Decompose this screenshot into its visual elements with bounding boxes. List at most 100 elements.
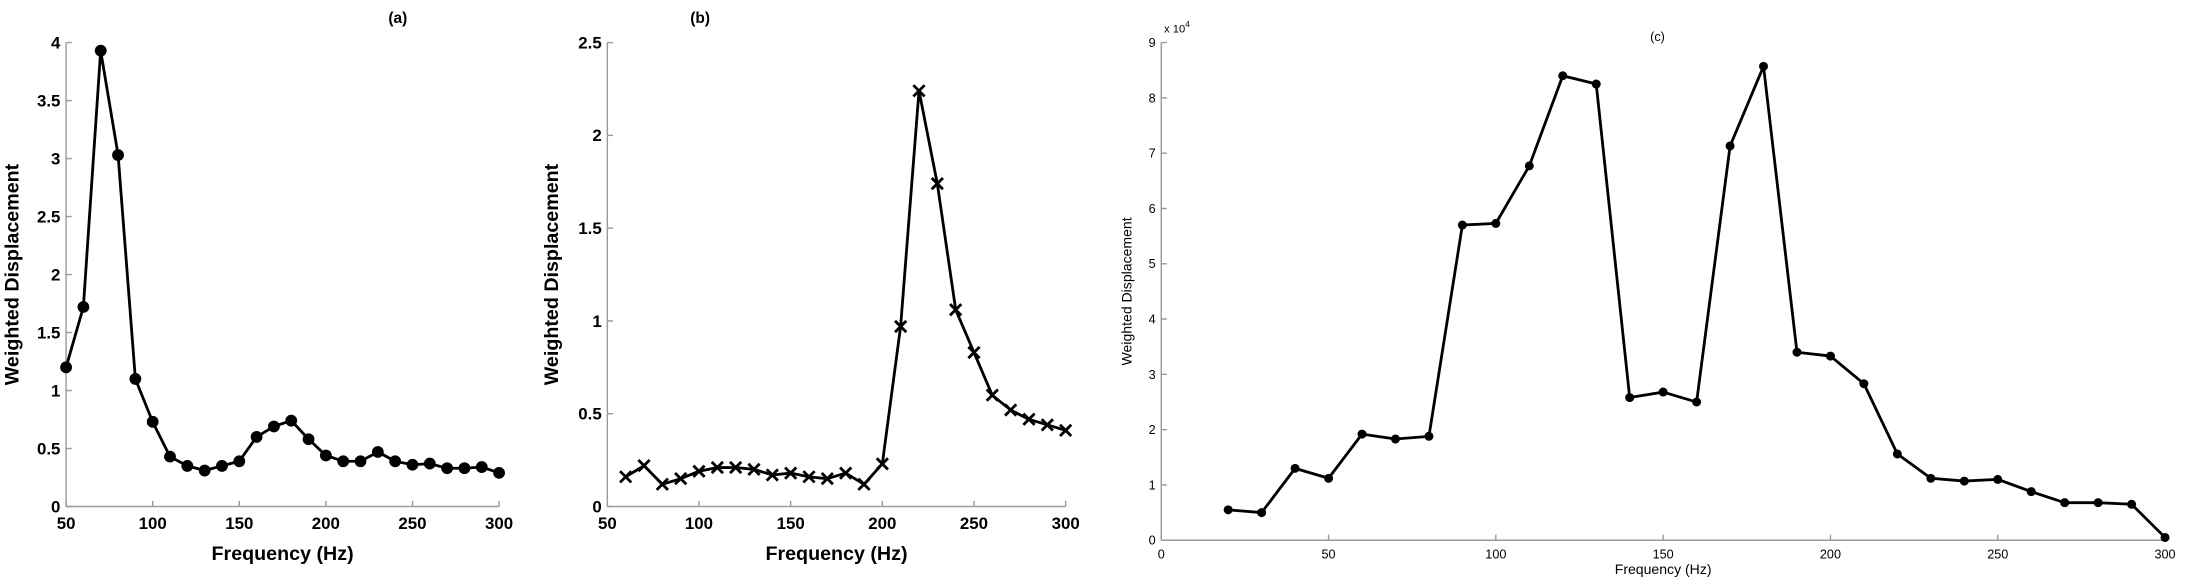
- data-point: [319, 449, 332, 462]
- x-tick-label: 50: [1322, 548, 1336, 562]
- subplot-a: 0 0.5 1 1.5 2 2.5 3 3.5 4 50 100 150 200 250 300 (a) Fre…: [1, 10, 513, 565]
- data-point-x-marker: [747, 462, 761, 477]
- x-tick-label: 0: [1158, 548, 1165, 562]
- data-point: [181, 460, 194, 472]
- marker-stroke: [949, 303, 963, 317]
- data-point: [2093, 498, 2103, 508]
- y-tick-label: 1.5: [578, 219, 601, 238]
- y-tick-label: 1.5: [37, 323, 60, 342]
- marker-stroke: [747, 462, 761, 477]
- data-point-x-marker: [967, 345, 981, 360]
- x-axis-label: Frequency (Hz): [212, 543, 354, 565]
- data-point: [1692, 397, 1702, 407]
- y-axis-label: Weighted Displacement: [541, 163, 563, 385]
- x-tick-label: 150: [225, 514, 253, 533]
- series-line: [64, 49, 500, 475]
- x-tick-label: 50: [598, 514, 617, 533]
- data-point-x-marker: [729, 460, 743, 475]
- y-tick-label: 8: [1149, 91, 1156, 105]
- data-point: [112, 149, 124, 161]
- data-point: [285, 414, 298, 427]
- data-point: [1959, 476, 1969, 486]
- data-point: [94, 44, 107, 57]
- data-point: [1558, 71, 1568, 81]
- data-point: [198, 464, 211, 477]
- y-tick-label: 1: [592, 312, 601, 331]
- y-multiplier-base: x 10: [1164, 24, 1185, 36]
- y-tick-label: 0.5: [578, 405, 601, 424]
- data-point-x-marker: [637, 459, 651, 473]
- data-point: [337, 455, 350, 468]
- data-point-x-marker: [839, 466, 853, 480]
- y-tick-label: 2: [51, 265, 60, 284]
- data-point: [423, 457, 436, 470]
- x-axis-label: Frequency (Hz): [1615, 561, 1712, 577]
- marker-stroke: [784, 466, 798, 480]
- marker-stroke: [820, 472, 834, 486]
- data-point-x-marker: [1059, 423, 1073, 438]
- data-point: [1357, 429, 1367, 439]
- marker-stroke: [912, 84, 926, 98]
- y-tick-label: 3: [51, 149, 60, 168]
- x-tick-label: 150: [777, 514, 805, 533]
- x-tick-label: 250: [398, 514, 426, 533]
- data-point-x-marker: [1004, 403, 1018, 417]
- data-point: [1658, 387, 1668, 397]
- y-tick-label: 2: [592, 126, 601, 145]
- x-tick-label: 150: [1653, 548, 1674, 562]
- marker-stroke: [765, 468, 779, 482]
- data-point: [1625, 393, 1635, 403]
- marker-stroke: [875, 457, 889, 471]
- data-point: [233, 455, 246, 468]
- x-tick-label: 300: [1052, 514, 1080, 533]
- data-point: [1457, 220, 1467, 230]
- data-point: [1257, 508, 1267, 518]
- y-multiplier-exponent: 4: [1185, 19, 1190, 29]
- x-tick-label: 200: [1820, 548, 1841, 562]
- data-point-x-marker: [692, 464, 706, 478]
- data-point: [2026, 487, 2036, 497]
- data-point-x-marker: [655, 477, 669, 491]
- data-point: [146, 415, 159, 428]
- y-tick-label: 7: [1149, 147, 1156, 161]
- data-point: [1759, 61, 1769, 71]
- x-tick-label: 250: [1987, 548, 2008, 562]
- data-point-x-marker: [857, 477, 871, 491]
- marker-stroke: [692, 464, 706, 478]
- data-point: [441, 462, 454, 475]
- marker-stroke: [894, 319, 908, 334]
- y-tick-label: 4: [1149, 312, 1156, 326]
- data-point: [1993, 474, 2003, 484]
- data-point: [1491, 218, 1501, 228]
- x-tick-label: 50: [57, 514, 76, 533]
- data-point-x-marker: [710, 460, 724, 475]
- x-tick-label: 200: [868, 514, 896, 533]
- subplot-c: 0 1 2 3 4 5 6 7 8 9 0 50 100 150 200 250 300 (c) Frequency…: [1119, 19, 2176, 577]
- x-tick-label: 100: [685, 514, 713, 533]
- marker-stroke: [619, 470, 633, 484]
- data-point: [1926, 473, 1936, 483]
- data-point: [1825, 351, 1835, 361]
- marker-stroke: [1040, 418, 1054, 432]
- data-point-x-marker: [674, 472, 688, 486]
- marker-stroke: [802, 470, 816, 484]
- marker-stroke: [967, 345, 981, 360]
- y-tick-label: 3.5: [37, 91, 60, 110]
- data-point-x-marker: [1040, 418, 1054, 432]
- y-tick-label: 0: [592, 497, 601, 516]
- data-point: [216, 460, 228, 472]
- marker-stroke: [985, 388, 999, 402]
- marker-stroke: [1004, 403, 1018, 417]
- data-point-x-marker: [985, 388, 999, 402]
- data-point: [1390, 434, 1400, 444]
- marker-stroke: [1022, 412, 1036, 426]
- y-tick-label: 1: [1149, 478, 1156, 492]
- data-point: [1424, 431, 1434, 441]
- data-point-x-marker: [1022, 412, 1036, 426]
- data-point: [1725, 141, 1735, 151]
- y-tick-label: 5: [1149, 257, 1156, 271]
- x-tick-label: 100: [1485, 548, 1506, 562]
- data-point: [1591, 79, 1601, 89]
- data-point: [406, 458, 419, 471]
- y-tick-label: 0: [1149, 534, 1156, 548]
